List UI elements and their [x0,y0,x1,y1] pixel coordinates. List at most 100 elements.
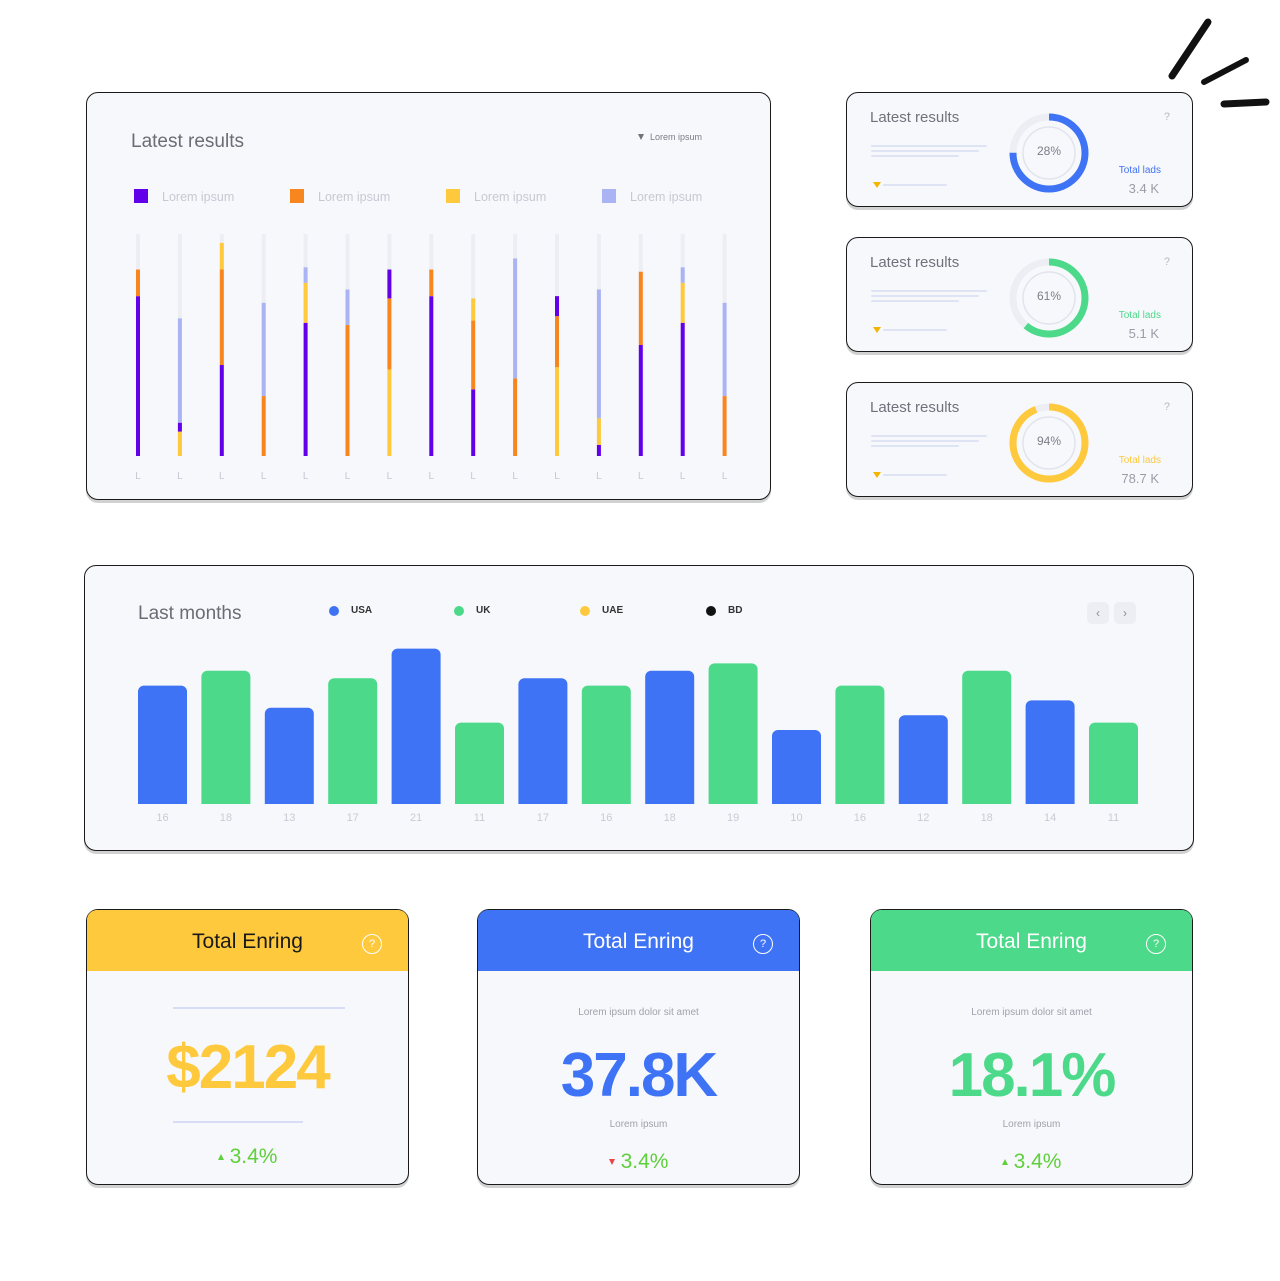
stacked-bar-segment [638,271,643,345]
stat-card-delta: 3.4% [87,1145,408,1169]
x-tick-label: 16 [600,812,612,824]
x-tick-label: L [345,471,351,482]
triangle-down-icon [873,327,881,333]
month-bar[interactable] [455,722,504,810]
stacked-bar-segment [471,320,476,390]
x-tick-label: 13 [283,812,295,824]
month-bar[interactable] [518,678,568,810]
triangle-up-icon [1001,1159,1008,1166]
chevron-right-icon[interactable]: › [1114,602,1136,624]
stacked-bar-segment [722,396,727,456]
question-mark-icon[interactable]: ? [1163,401,1170,413]
legend-label: UK [476,605,491,616]
stacked-bar-segment [261,302,266,397]
delta-value: 3.4% [620,1150,669,1173]
stacked-bar-segment [722,302,727,397]
stacked-bar-segment [471,298,476,321]
month-bar[interactable] [201,670,251,810]
question-mark-icon[interactable]: ? [753,934,773,954]
chevron-left-icon[interactable]: ‹ [1087,602,1109,624]
total-lads-value: 5.1 K [1128,326,1159,341]
legend-swatch [290,189,304,203]
stacked-bar-segment [303,282,308,323]
stacked-bar-segment [303,267,308,283]
donut-inner-ring [1022,126,1076,180]
chart-baseline-mask [125,804,1165,810]
month-bar[interactable] [138,685,187,810]
month-bar[interactable] [645,670,695,810]
mini-results-card: Latest results ? 28% Total lads 3.4 K [846,92,1193,207]
stacked-bar-segment [387,269,392,299]
triangle-up-icon [217,1154,224,1161]
legend-swatch [134,189,148,203]
divider-line [173,1121,303,1123]
monthly-bar-chart: 16 18 13 17 21 11 17 16 18 19 10 16 12 18 14 11 [125,648,1165,824]
triangle-down-icon [873,472,881,478]
latest-results-card: Latest results Lorem ipsum Lorem ipsum Lo… [86,92,771,500]
x-tick-label: 18 [664,812,676,824]
x-tick-label: 12 [917,812,929,824]
legend-label: BD [728,605,743,616]
total-earning-card: Total Enring ? Lorem ipsum dolor sit ame… [870,909,1193,1185]
stacked-bar-segment [555,316,559,368]
x-tick-label: 19 [727,812,739,824]
stacked-bar-segment [345,325,350,456]
stat-card-caption: Lorem ipsum [1002,1119,1061,1130]
legend-dot [580,606,590,616]
stacked-bar-segment [596,289,601,419]
month-bar[interactable] [708,663,758,810]
stat-card-subtitle: Lorem ipsum dolor sit amet [578,1007,699,1018]
stacked-bar-segment [219,242,224,270]
stat-card-value: 18.1% [948,1041,1117,1110]
month-bar[interactable] [264,707,314,810]
x-tick-label: L [470,471,476,482]
stacked-bar-segment [219,364,224,456]
month-bar[interactable] [962,670,1012,810]
stacked-bar-segment [177,431,182,456]
mini-card-title: Latest results [870,254,960,271]
donut-percent-label: 28% [1036,144,1062,158]
x-tick-label: 16 [854,812,866,824]
triangle-down-icon [638,134,644,140]
legend-label: Lorem ipsum [162,190,235,204]
total-earning-card: Total Enring ? $2124 3.4% [86,909,409,1185]
last-months-card: Last months USA UK UAE BD ‹ › 16 18 13 17 21 11 1… [84,565,1194,851]
question-mark-icon[interactable]: ? [1163,256,1170,268]
brush-strokes-decoration [1168,18,1270,108]
legend-label: Lorem ipsum [630,190,703,204]
question-mark-icon[interactable]: ? [362,934,382,954]
x-tick-label: L [680,471,686,482]
stacked-bar-segment [261,396,266,456]
donut-percent-label: 94% [1036,434,1062,448]
stat-card-header: Total Enring ? [87,910,408,971]
month-bar[interactable] [772,730,821,810]
mini-results-card: Latest results ? 61% Total lads 5.1 K [846,237,1193,352]
stacked-bar-segment [136,296,140,456]
month-bar[interactable] [835,685,885,810]
question-mark-icon[interactable]: ? [1146,934,1166,954]
x-tick-label: L [303,471,309,482]
month-bar[interactable] [1089,722,1138,810]
month-bar[interactable] [1025,700,1075,810]
month-bar[interactable] [328,678,378,810]
stacked-bar-segment [177,422,182,432]
x-tick-label: 11 [474,812,485,824]
x-tick-label: L [219,471,225,482]
total-lads-value: 3.4 K [1128,181,1159,196]
stacked-bar-segment [596,444,601,456]
delta-value: 3.4% [229,1145,278,1168]
month-bar[interactable] [391,648,441,810]
x-tick-label: L [135,471,141,482]
legend-dot [329,606,339,616]
donut-chart [1009,258,1089,338]
stat-card-delta: 3.4% [871,1150,1192,1174]
month-bar[interactable] [898,715,948,810]
question-mark-icon[interactable]: ? [1163,111,1170,123]
month-bar[interactable] [581,685,631,810]
stacked-bar-segment [429,296,434,456]
stacked-bar-segment [680,282,685,323]
donut-chart [1009,403,1089,483]
latest-results-dropdown[interactable]: Lorem ipsum [638,132,702,142]
donut-inner-ring [1022,416,1076,470]
